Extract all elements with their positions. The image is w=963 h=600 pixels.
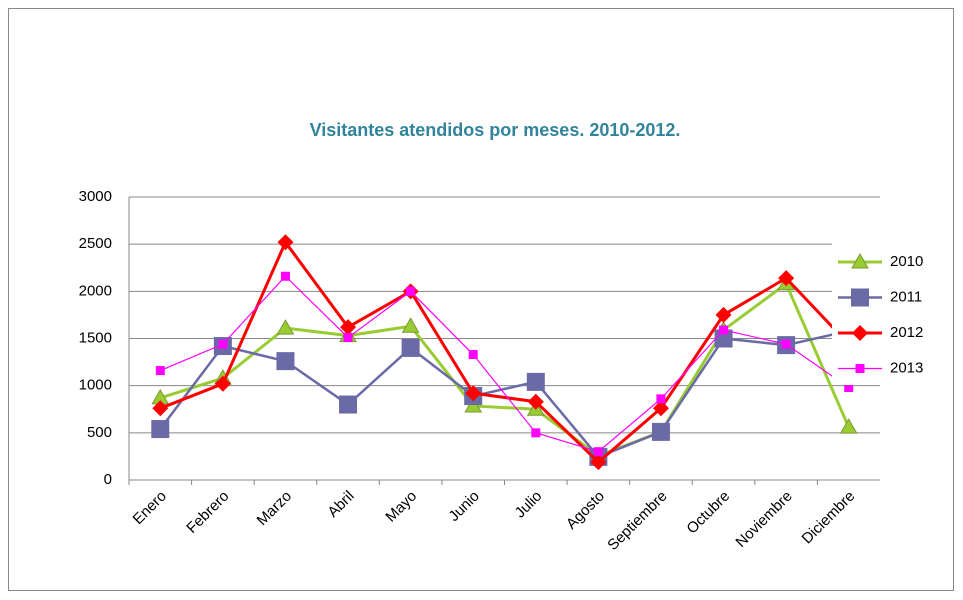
marker	[465, 385, 482, 402]
marker	[526, 372, 545, 391]
marker	[406, 286, 416, 296]
marker	[651, 422, 670, 441]
y-tick-label: 500	[87, 424, 112, 441]
marker	[778, 270, 795, 287]
series-line	[160, 275, 850, 453]
marker	[852, 325, 868, 341]
marker	[276, 352, 295, 371]
series-line	[159, 329, 849, 459]
y-tick-label: 3000	[79, 188, 112, 205]
marker	[844, 383, 854, 393]
legend-box	[832, 240, 944, 385]
marker	[401, 317, 420, 333]
marker	[851, 288, 869, 307]
marker	[276, 319, 295, 335]
marker	[151, 420, 170, 439]
marker	[152, 400, 169, 417]
series-line	[159, 281, 851, 458]
y-tick-label: 0	[104, 471, 112, 488]
marker	[155, 366, 165, 376]
marker	[527, 393, 544, 410]
y-tick-label: 2000	[79, 282, 112, 299]
marker	[280, 271, 290, 281]
marker	[343, 333, 353, 343]
marker	[719, 325, 729, 335]
marker	[214, 375, 231, 392]
marker	[839, 418, 858, 434]
marker	[218, 339, 228, 349]
legend-label: 2010	[890, 253, 923, 270]
marker	[851, 252, 869, 269]
marker	[277, 234, 294, 251]
marker	[468, 350, 478, 360]
marker	[781, 339, 791, 349]
series-line	[159, 239, 850, 465]
y-tick-label: 2500	[79, 235, 112, 252]
chart-title: Visitantes atendidos por meses. 2010-201…	[310, 120, 681, 140]
legend-label: 2011	[890, 288, 922, 305]
legend-label: 2012	[890, 324, 923, 341]
marker	[855, 364, 865, 373]
marker	[715, 306, 732, 323]
marker	[593, 447, 603, 457]
marker	[656, 394, 666, 404]
marker	[339, 395, 358, 414]
y-tick-label: 1500	[79, 329, 112, 346]
marker	[340, 319, 357, 336]
chart-border	[8, 8, 954, 591]
y-tick-label: 1000	[79, 377, 112, 394]
marker	[590, 454, 607, 471]
marker	[401, 338, 420, 357]
marker	[652, 400, 669, 417]
marker	[531, 428, 541, 438]
legend-label: 2013	[890, 359, 923, 376]
